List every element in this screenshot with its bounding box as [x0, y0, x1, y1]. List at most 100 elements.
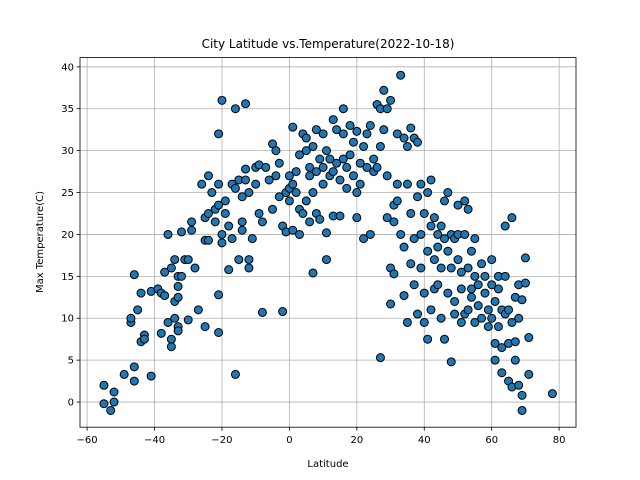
point	[510, 337, 520, 347]
point	[375, 353, 385, 363]
point	[234, 255, 244, 265]
point	[423, 334, 433, 344]
point	[301, 146, 311, 156]
point	[453, 200, 463, 210]
point	[433, 280, 443, 290]
point	[429, 255, 439, 265]
point	[348, 171, 358, 181]
y-tick-label: 5	[68, 356, 74, 367]
point	[480, 288, 490, 298]
point	[109, 397, 119, 407]
point	[497, 343, 507, 353]
y-tick-label: 40	[61, 62, 74, 73]
point	[473, 301, 483, 311]
point	[460, 196, 470, 206]
point	[291, 167, 301, 177]
point	[176, 227, 186, 237]
point	[345, 150, 355, 160]
point	[241, 175, 251, 185]
point	[446, 263, 456, 273]
point	[493, 284, 503, 294]
point	[399, 291, 409, 301]
point	[301, 133, 311, 143]
point	[426, 305, 436, 315]
point	[392, 196, 402, 206]
point	[524, 333, 534, 343]
point	[237, 225, 247, 235]
point	[426, 175, 436, 185]
point	[210, 217, 220, 227]
point	[160, 291, 170, 301]
point	[466, 292, 476, 302]
point	[237, 192, 247, 202]
point	[160, 267, 170, 277]
point	[335, 211, 345, 221]
x-tick-label: 0	[286, 435, 292, 446]
point	[224, 221, 234, 231]
point	[136, 288, 146, 298]
point	[244, 263, 254, 273]
point	[399, 133, 409, 143]
point	[490, 355, 500, 365]
point	[295, 150, 305, 160]
point	[477, 313, 487, 323]
point	[369, 154, 379, 164]
point	[176, 271, 186, 281]
point	[439, 334, 449, 344]
point	[308, 268, 318, 278]
point	[382, 213, 392, 223]
point	[220, 208, 230, 218]
point	[332, 125, 342, 135]
point	[129, 362, 139, 372]
point	[193, 305, 203, 315]
point	[173, 326, 183, 336]
point	[365, 120, 375, 130]
point	[497, 368, 507, 378]
point	[325, 154, 335, 164]
point	[423, 188, 433, 198]
point	[352, 188, 362, 198]
points	[99, 70, 557, 415]
point	[163, 317, 173, 327]
x-tick-label: 20	[350, 435, 363, 446]
point	[359, 141, 369, 151]
point	[372, 162, 382, 172]
point	[392, 129, 402, 139]
point	[288, 225, 298, 235]
point	[355, 179, 365, 189]
point	[517, 295, 527, 305]
point	[483, 322, 493, 332]
point	[342, 162, 352, 172]
ticks: −60 −40 −20 0 20 40 60 80 0 5 10 15 20 25 30 35 40	[61, 62, 565, 446]
point	[416, 179, 426, 189]
point	[382, 171, 392, 181]
point	[129, 376, 139, 386]
point	[214, 327, 224, 337]
point	[409, 234, 419, 244]
point	[133, 305, 143, 315]
point	[436, 263, 446, 273]
point	[470, 271, 480, 281]
point	[271, 146, 281, 156]
x-axis-label: Latitude	[307, 459, 348, 470]
point	[170, 255, 180, 265]
point	[396, 229, 406, 239]
point	[166, 263, 176, 273]
point	[214, 179, 224, 189]
point	[203, 208, 213, 218]
point	[203, 171, 213, 181]
point	[284, 196, 294, 206]
point	[251, 179, 261, 189]
point	[402, 179, 412, 189]
point	[456, 317, 466, 327]
point	[305, 217, 315, 227]
point	[375, 141, 385, 151]
point	[288, 179, 298, 189]
point	[423, 246, 433, 256]
point	[119, 369, 129, 379]
point	[450, 296, 460, 306]
point	[470, 234, 480, 244]
point	[214, 290, 224, 300]
point	[328, 115, 338, 125]
point	[483, 305, 493, 315]
